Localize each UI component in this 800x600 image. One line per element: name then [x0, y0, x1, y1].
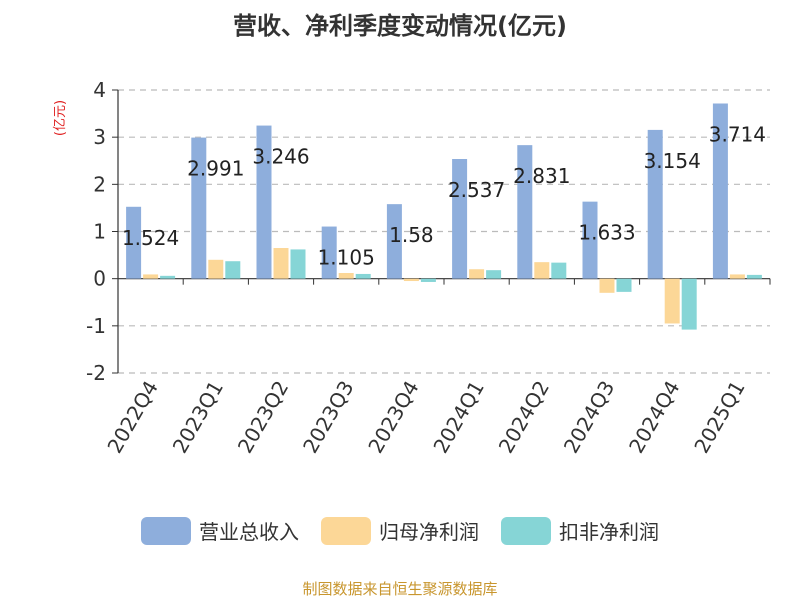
data-label: 2.991 [187, 157, 244, 181]
bar-3 [551, 262, 567, 279]
data-label: 1.105 [318, 246, 375, 270]
bar-1 [386, 204, 402, 279]
y-axis-title: (亿元) [53, 100, 68, 136]
legend: 营业总收入 归母净利润 扣非净利润 [0, 516, 800, 545]
data-label: 2.537 [448, 178, 505, 202]
x-tick-label: 2023Q1 [168, 377, 228, 458]
data-label: 3.714 [709, 122, 766, 146]
bar-3 [290, 249, 306, 279]
y-tick-label: 3 [93, 125, 106, 149]
bar-3 [486, 270, 502, 279]
bar-1 [256, 125, 272, 279]
x-tick-label: 2024Q1 [428, 376, 488, 457]
bar-3 [746, 274, 762, 279]
bar-1 [647, 129, 663, 279]
x-tick-label: 2024Q2 [494, 377, 554, 458]
x-tick-label: 2024Q3 [559, 377, 619, 458]
bar-2 [664, 278, 680, 324]
y-tick-label: 2 [93, 172, 106, 196]
bar-1 [517, 145, 533, 279]
bar-1 [452, 159, 468, 279]
bar-3 [160, 275, 176, 279]
bar-3 [681, 278, 697, 330]
x-tick-label: 2022Q4 [102, 377, 162, 458]
legend-item[interactable]: 归母净利润 [321, 516, 479, 545]
chart-title: 营收、净利季度变动情况(亿元) [233, 12, 567, 40]
bar-2 [208, 259, 224, 279]
bar-2 [273, 248, 289, 279]
bar-layer [126, 103, 762, 330]
data-label-layer: 1.524 2.991 3.246 1.105 1.58 2.537 2.831 1.633 3… [122, 122, 766, 269]
legend-label: 营业总收入 [199, 520, 299, 544]
x-tick-label: 2025Q1 [689, 377, 749, 458]
bar-1 [582, 201, 598, 279]
data-label: 1.524 [122, 226, 179, 250]
legend-item[interactable]: 扣非净利润 [501, 516, 659, 545]
bar-3 [616, 278, 632, 292]
x-tick-label: 2023Q3 [298, 377, 358, 458]
bar-1 [191, 137, 207, 279]
legend-label: 扣非净利润 [559, 520, 659, 544]
data-label: 3.154 [644, 149, 701, 173]
bar-1 [321, 226, 337, 279]
legend-item[interactable]: 营业总收入 [141, 516, 299, 545]
bar-3 [420, 278, 436, 282]
bar-2 [143, 274, 159, 279]
y-tick-label: -1 [86, 314, 106, 338]
bar-2 [599, 278, 615, 293]
data-label: 1.58 [389, 223, 434, 247]
grid-layer [118, 89, 770, 374]
y-tick-label: 4 [93, 78, 106, 102]
x-tick-label: 2023Q4 [363, 377, 423, 458]
bar-2 [534, 262, 550, 279]
legend-swatch [141, 516, 191, 545]
bar-2 [403, 278, 419, 282]
bar-2 [338, 273, 354, 279]
y-tick-label: 0 [93, 267, 106, 291]
legend-swatch [501, 516, 551, 545]
y-tick-label: 1 [93, 220, 106, 244]
bar-3 [225, 261, 241, 279]
data-label: 3.246 [252, 145, 309, 169]
bar-2 [729, 274, 745, 279]
bar-1 [126, 206, 142, 279]
data-label: 1.633 [578, 221, 635, 245]
legend-label: 归母净利润 [379, 520, 479, 544]
bar-1 [712, 103, 728, 279]
bar-3 [355, 273, 371, 279]
bar-2 [469, 269, 485, 279]
source-note: 制图数据来自恒生聚源数据库 [302, 580, 498, 598]
x-tick-label: 2023Q2 [233, 377, 293, 458]
data-label: 2.831 [513, 164, 570, 188]
y-tick-label: -2 [86, 361, 106, 385]
x-tick-label: 2024Q4 [624, 377, 684, 458]
legend-swatch [321, 516, 371, 545]
